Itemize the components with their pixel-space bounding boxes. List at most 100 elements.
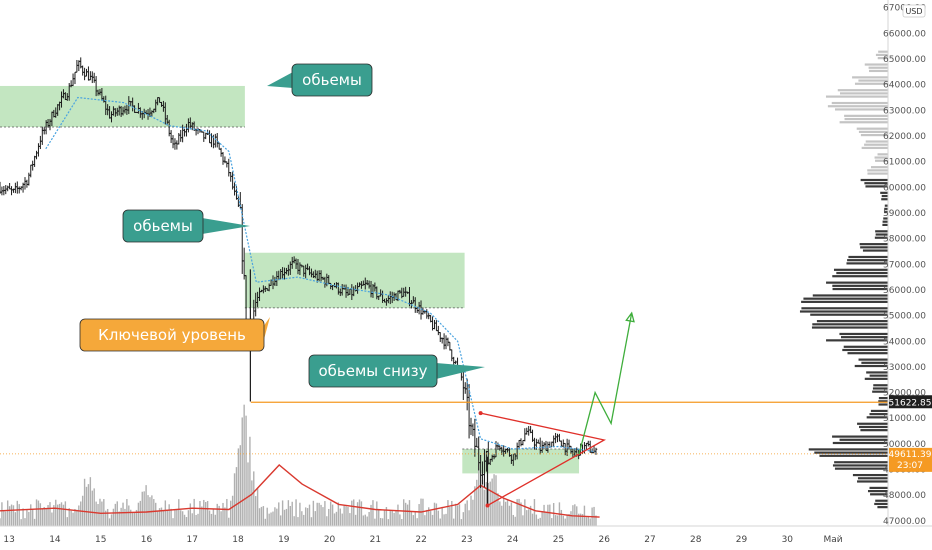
volume-bar: [368, 511, 370, 526]
volume-bar: [579, 513, 582, 526]
volume-bar: [581, 514, 584, 526]
volume-bar: [281, 500, 284, 526]
volume-bar: [247, 462, 249, 526]
volume-bar: [235, 467, 238, 526]
profile-bar: [825, 95, 888, 98]
volume-bar: [476, 479, 478, 526]
callout-pointer: [436, 363, 485, 379]
profile-bar: [852, 76, 888, 79]
volume-bar: [510, 502, 513, 526]
volume-bar: [564, 518, 566, 526]
volume-bar: [258, 508, 261, 526]
volume-bar: [106, 508, 109, 526]
volume-bar: [228, 517, 230, 526]
profile-bar: [819, 454, 888, 457]
volume-bar: [91, 490, 93, 526]
triangle-point: [478, 411, 483, 416]
currency-badge[interactable]: USD: [902, 4, 926, 18]
volume-bar: [552, 503, 555, 526]
profile-bar: [860, 178, 888, 182]
volume-bar: [404, 502, 407, 526]
volume-bar: [206, 500, 209, 526]
y-tick-label: 62000.00: [883, 132, 926, 142]
volume-bar: [216, 503, 218, 526]
profile-bar: [866, 416, 888, 419]
volume-bar: [22, 508, 24, 526]
volume-bar: [337, 502, 340, 526]
profile-bar: [883, 217, 888, 220]
volume-bar: [464, 503, 466, 526]
volume-bar: [233, 473, 236, 526]
callout-box: [291, 63, 373, 97]
volume-bar: [349, 513, 351, 526]
volume-bar: [172, 518, 174, 526]
profile-bar: [808, 448, 888, 451]
volume-bar: [429, 511, 432, 526]
volume-bar: [385, 506, 388, 526]
volume-bar: [585, 517, 588, 526]
y-tick-label: 51000.00: [883, 414, 926, 424]
volume-bar: [397, 504, 399, 526]
profile-bar: [875, 233, 888, 236]
volume-bar: [502, 497, 505, 526]
volume-bar: [360, 501, 363, 526]
volume-bar: [31, 509, 34, 526]
profile-bar: [839, 332, 888, 336]
volume-bar: [333, 513, 336, 526]
volume-bar: [174, 509, 176, 526]
profile-bar: [864, 63, 888, 66]
volume-bar: [501, 505, 503, 526]
volume-bar: [120, 507, 122, 526]
volume-bar: [314, 511, 316, 526]
profile-bar: [842, 348, 888, 352]
volume-bar: [589, 518, 591, 526]
profile-bar: [870, 409, 888, 413]
volume-bar: [168, 504, 170, 526]
triangle-lines: [480, 412, 607, 507]
profile-bar: [827, 105, 888, 108]
currency-label: USD: [905, 7, 922, 16]
callout-text: обьемы снизу: [318, 362, 427, 380]
profile-bar: [854, 364, 888, 368]
volume-bar: [331, 504, 334, 526]
profile-bar: [826, 339, 888, 342]
volume-bar: [78, 505, 80, 526]
profile-bar: [832, 441, 888, 445]
volume-bar: [358, 499, 361, 526]
volume-bar: [162, 510, 165, 526]
volume-bar: [437, 510, 440, 526]
volume-bar: [214, 514, 217, 526]
volume-bar: [560, 509, 563, 526]
x-axis-ticks: 13 14 15 16 17 18 19 20 21 22 23 24 25 26 27 28 29 30 Май: [3, 535, 842, 545]
callout-text: обьемы: [133, 217, 193, 235]
x-tick-label: 16: [141, 535, 153, 545]
profile-bar: [861, 146, 888, 150]
volume-bar: [512, 514, 515, 526]
volume-bar: [516, 499, 518, 526]
volume-bar: [231, 495, 234, 526]
volume-bar: [351, 500, 353, 526]
callout-text: обьемы: [302, 71, 362, 89]
volume-bar: [118, 511, 120, 526]
volume-bar: [354, 514, 357, 526]
profile-bar: [864, 182, 888, 185]
volume-bar: [243, 404, 245, 526]
current-price-value: 49611.39: [889, 450, 932, 460]
volume-bar: [141, 491, 143, 526]
y-tick-label: 54000.00: [883, 337, 926, 347]
volume-bar: [458, 504, 461, 526]
volume-bar: [24, 518, 26, 526]
volume-bar: [374, 518, 376, 526]
profile-bar: [867, 490, 888, 493]
volume-bar: [299, 502, 301, 526]
volume-bar: [28, 511, 30, 526]
volume-bar: [155, 502, 157, 526]
volume-bar: [74, 508, 76, 526]
volume-bar: [12, 505, 15, 526]
volume-bar: [574, 504, 576, 526]
volume-bar: [393, 512, 395, 526]
volume-bar: [262, 506, 265, 526]
volume-bar: [89, 477, 92, 526]
profile-bar: [843, 345, 888, 348]
